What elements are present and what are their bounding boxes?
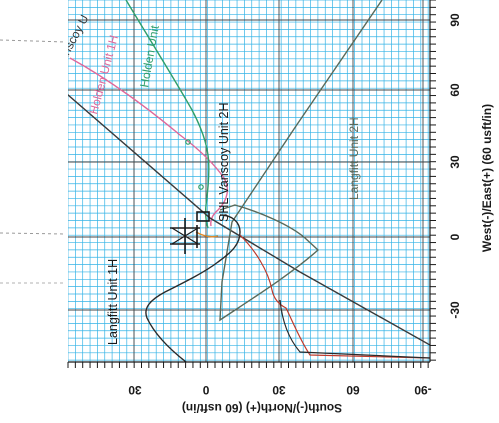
bottom-axis-title: South(-)/North(+) (60 usft/in) [182, 401, 342, 415]
bottom-axis-ticks [67, 362, 429, 368]
plot-area: Vanscoy U Holden Unit 1H Holden Unit SHL… [68, 0, 430, 362]
right-tick-label: 30 [448, 155, 462, 169]
label-shl: SHL [217, 198, 231, 222]
right-tick-label: 90 [448, 13, 462, 27]
holden-survey-point [198, 184, 204, 190]
bottom-tick-label: 30 [272, 383, 286, 397]
label-vanscoy-2h: SHL Vanscoy Unit 2H [217, 102, 231, 222]
right-tick-label: 0 [448, 233, 462, 240]
bottom-tick-label: 30 [128, 383, 142, 397]
label-langfitt-1h: Langfitt Unit 1H [106, 259, 120, 345]
bottom-tick-label: -90 [414, 383, 432, 397]
leader-line-mid [0, 232, 67, 235]
holden-unit-path [125, 0, 210, 229]
label-langfitt-2h: Langfitt Unit 2H [347, 117, 361, 200]
bottom-axis: 30 0 30 60 -90 South(-)/North(+) (60 usf… [67, 361, 432, 415]
langfitt-unit-1h-lateral [239, 234, 430, 359]
holden-unit-1h-path [69, 57, 229, 227]
shl-marker [170, 211, 210, 254]
right-axis-title: West(-)/East(+) (60 usft/in) [480, 104, 494, 252]
bottom-tick-label: 60 [346, 383, 360, 397]
langfitt-unit-2h-path [219, 0, 383, 322]
vanscoy-unit-2h-path [68, 94, 430, 346]
right-axis-ticks [430, 0, 436, 361]
grid-lines [68, 0, 430, 362]
label-vanscoy-2h-text: Vanscoy Unit 2H [217, 102, 231, 194]
bottom-tick-label: 0 [202, 383, 209, 397]
right-axis: 90 60 30 0 -30 West(-)/East(+) (60 usft/… [429, 0, 494, 362]
langfitt-unit-1h-path [145, 214, 241, 362]
holden-survey-point [185, 139, 191, 145]
langfitt-unit-1h-return [279, 299, 430, 359]
leader-line-top [0, 39, 67, 43]
right-tick-label: -30 [448, 301, 462, 319]
plot-background [68, 0, 430, 362]
right-tick-label: 60 [448, 83, 462, 97]
